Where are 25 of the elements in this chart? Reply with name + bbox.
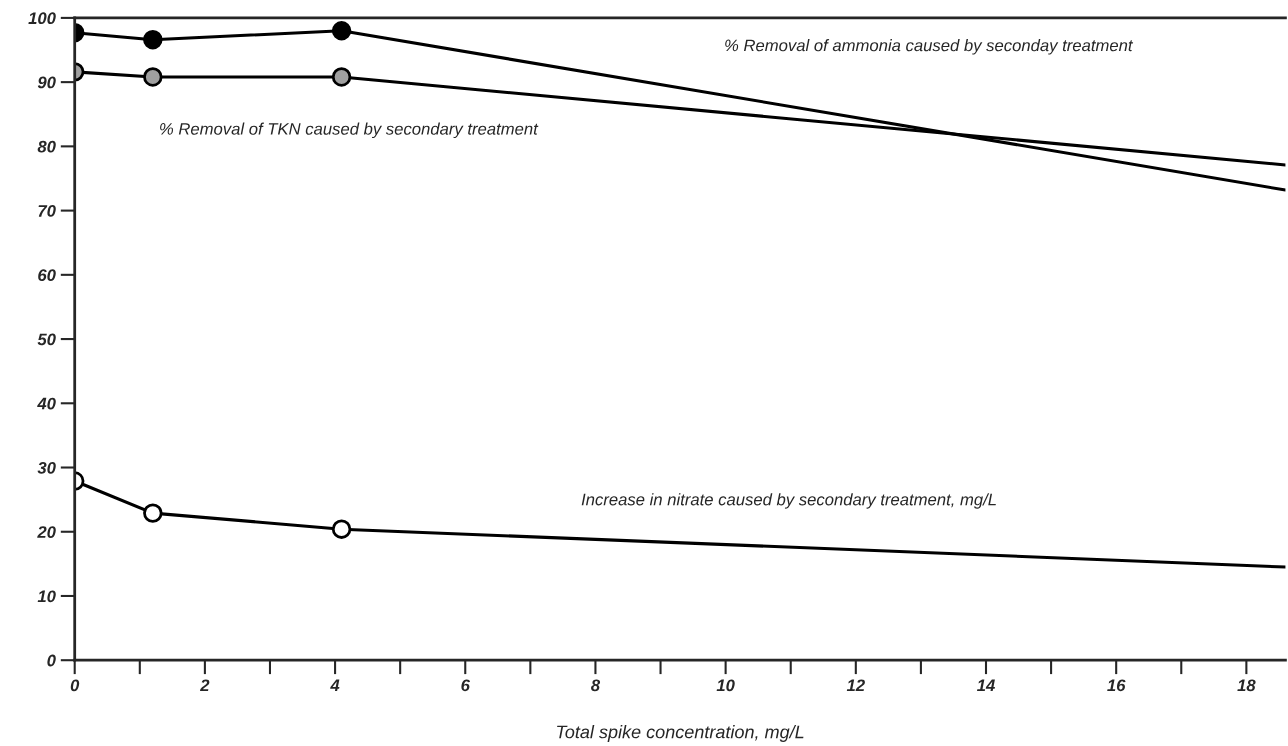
- y-tick-label: 40: [37, 397, 56, 410]
- x-tick-label: 12: [846, 679, 865, 692]
- x-tick-label: 6: [461, 679, 470, 692]
- y-tick-label: 50: [37, 333, 56, 346]
- y-tick-label: 80: [37, 140, 56, 153]
- y-tick-label: 100: [28, 12, 56, 25]
- x-tick-label: 18: [1237, 679, 1256, 692]
- x-axis-title: Total spike concentration, mg/L: [557, 725, 804, 742]
- y-tick-label: 90: [37, 76, 56, 89]
- annotation: % Removal of ammonia caused by seconday treatment: [725, 39, 1134, 55]
- x-tick-label: 2: [199, 679, 210, 692]
- annotation: % Removal of TKN caused by secondary treatment: [160, 122, 539, 139]
- y-tick-label: 10: [37, 590, 56, 603]
- x-tick-label: 8: [591, 679, 601, 692]
- y-tick-label: 20: [37, 526, 56, 538]
- y-tick-label: 70: [38, 205, 56, 217]
- y-tick-label: 0: [47, 654, 56, 667]
- x-tick-label: 14: [977, 679, 995, 692]
- x-tick-label: 0: [70, 679, 80, 692]
- x-tick-label: 4: [330, 679, 340, 692]
- y-tick-label: 60: [38, 269, 56, 282]
- x-tick-label: 16: [1107, 679, 1126, 692]
- annotation: Increase in nitrate caused by secondary treatment, mg/L: [581, 493, 996, 509]
- y-tick-label: 30: [37, 461, 56, 474]
- x-tick-label: 10: [716, 679, 735, 692]
